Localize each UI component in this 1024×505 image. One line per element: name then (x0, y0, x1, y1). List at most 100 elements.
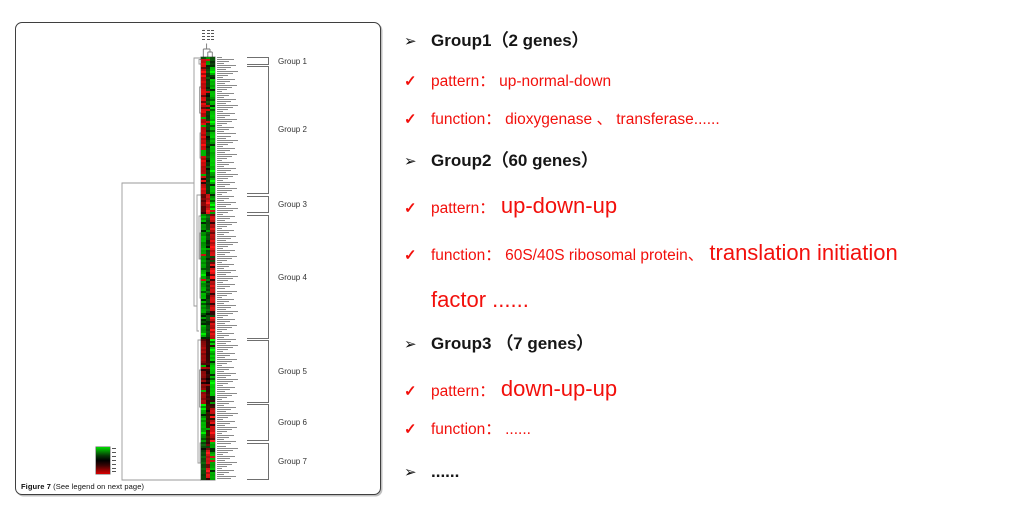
heatmap-cell (205, 163, 210, 166)
gene-label-mark (217, 463, 232, 465)
heatmap-row (201, 413, 215, 416)
gene-label-mark (217, 465, 227, 467)
note-text: up-down-up (494, 193, 618, 218)
heatmap-cell (210, 427, 215, 430)
arrow-bullet-icon: ➢ (404, 33, 417, 50)
note-line: ✓ function： 60S/40S ribosomal protein、 tr… (404, 239, 1016, 267)
gene-label-mark (217, 63, 224, 65)
heatmap-row (201, 294, 215, 297)
note-text: ...... (500, 421, 531, 438)
heatmap-row (201, 214, 215, 217)
heatmap-row (201, 365, 215, 368)
heatmap-cell (210, 57, 215, 59)
heatmap-cell (205, 449, 210, 452)
heatmap-cell (205, 328, 210, 331)
heatmap-cell (205, 389, 210, 392)
heatmap-cell (210, 433, 215, 436)
heatmap-cell (201, 336, 206, 339)
heatmap-cell (205, 415, 210, 418)
heatmap-cell (205, 115, 210, 118)
heatmap-cell (210, 151, 215, 154)
heatmap-cell (205, 351, 210, 354)
heatmap-cell (210, 401, 215, 404)
heatmap-row (201, 91, 215, 94)
heatmap-row (201, 359, 215, 362)
heatmap-row (201, 222, 215, 225)
gene-label-mark (217, 125, 222, 127)
heatmap-row (201, 465, 215, 468)
heatmap-cell (201, 181, 206, 184)
heatmap-row (201, 69, 215, 72)
heatmap-cell (210, 210, 215, 212)
heatmap-cell (201, 330, 206, 333)
heatmap-row (201, 157, 215, 160)
gene-label-mark (217, 338, 236, 340)
gene-label-mark (217, 276, 238, 278)
heatmap-row (201, 324, 215, 327)
gene-label-mark (217, 435, 234, 437)
check-bullet-icon: ✓ (404, 73, 417, 90)
gene-label-mark (217, 157, 227, 159)
gene-label-mark (217, 437, 229, 439)
heatmap-row (201, 373, 215, 376)
heatmap-cell (205, 145, 210, 148)
gene-label-mark (217, 375, 231, 377)
heatmap-cell (210, 304, 215, 307)
heatmap-cell (210, 397, 215, 400)
heatmap-cell (201, 218, 206, 221)
heatmap-cell (205, 175, 210, 178)
heatmap-row (201, 284, 215, 287)
heatmap-cell (210, 351, 215, 354)
gene-label-mark (217, 123, 227, 125)
heatmap-cell (201, 212, 206, 214)
heatmap-cell (201, 302, 206, 305)
heatmap-row (201, 133, 215, 136)
note-line: ✓ pattern： up-normal-down (404, 72, 1016, 92)
heatmap-cell (201, 262, 206, 265)
heatmap-row (201, 208, 215, 210)
heatmap-cell (201, 459, 206, 462)
heatmap-cell (201, 423, 206, 426)
heatmap-row (201, 67, 215, 70)
heatmap-cell (201, 224, 206, 227)
heatmap-row (201, 296, 215, 299)
gene-label-mark (217, 65, 236, 67)
heatmap-cell (201, 463, 206, 466)
heatmap-cell (205, 151, 210, 154)
heatmap-cell (201, 389, 206, 392)
heatmap-cell (205, 365, 210, 368)
heatmap-cell (205, 381, 210, 384)
heatmap-cell (201, 379, 206, 382)
heatmap-row (201, 250, 215, 253)
heatmap-cell (205, 294, 210, 297)
heatmap-row (201, 264, 215, 267)
heatmap-row (201, 288, 215, 291)
check-bullet-icon: ✓ (404, 200, 417, 217)
heatmap-row (201, 427, 215, 430)
note-text: dioxygenase 、 transferase...... (500, 111, 720, 128)
heatmap-cell (201, 353, 206, 356)
heatmap-cell (205, 441, 210, 444)
heatmap-cell (210, 191, 215, 194)
gene-label-mark (217, 290, 237, 292)
gene-label-mark (217, 135, 231, 137)
heatmap-row (201, 71, 215, 74)
heatmap-cell (210, 383, 215, 386)
heatmap-cell (205, 242, 210, 245)
heatmap-cell (205, 256, 210, 259)
gene-label-mark (217, 91, 222, 93)
heatmap-row (201, 449, 215, 452)
heatmap-cell (210, 89, 215, 92)
heatmap-cell (205, 95, 210, 98)
heatmap-row (201, 280, 215, 283)
heatmap-cell (201, 415, 206, 418)
heatmap-row (201, 115, 215, 118)
heatmap-row (201, 431, 215, 434)
heatmap-cell (210, 149, 215, 152)
heatmap-cell (210, 61, 215, 63)
gene-label-mark (217, 105, 238, 107)
heatmap-cell (210, 254, 215, 257)
heatmap-cell (201, 246, 206, 249)
heatmap-cell (205, 423, 210, 426)
gene-label-mark (217, 187, 237, 189)
